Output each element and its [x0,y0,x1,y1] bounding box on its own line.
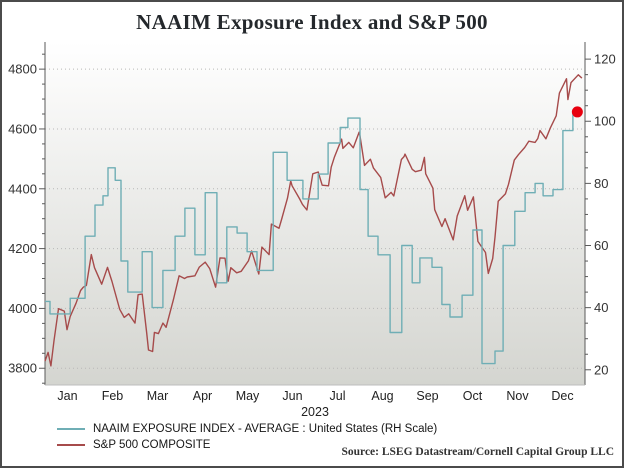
legend: NAAIM EXPOSURE INDEX - AVERAGE : United … [57,421,437,453]
right-axis-tick-label: 120 [594,52,616,67]
left-axis-tick-label: 3800 [8,361,37,376]
left-axis-tick-label: 4000 [8,301,37,316]
latest-naaim-dot [571,106,583,118]
naaim-line-swatch [57,428,85,430]
right-axis-tick-label: 60 [594,238,608,253]
source-note: Source: LSEG Datastream/Cornell Capital … [341,446,615,458]
right-axis-tick-label: 20 [594,362,608,377]
month-label: May [236,389,260,403]
month-label: Jan [57,389,77,403]
month-label: Dec [551,389,573,403]
left-axis-tick-label: 4200 [8,241,37,256]
left-axis-tick-label: 4400 [8,181,37,196]
right-axis-tick-label: 100 [594,114,616,129]
month-label: Apr [193,389,212,403]
legend-label-naaim: NAAIM EXPOSURE INDEX - AVERAGE : United … [93,423,438,435]
month-label: Nov [506,389,529,403]
plot-background [45,42,585,385]
month-label: Oct [463,389,483,403]
left-axis-tick-label: 4800 [8,62,37,77]
month-label: Sep [416,389,438,403]
month-label: Jun [282,389,302,403]
year-label: 2023 [301,405,329,419]
month-label: Jul [330,389,346,403]
legend-item-sp500: S&P 500 COMPOSITE [57,437,437,453]
naaim-step-line [45,111,582,365]
right-axis-tick-label: 40 [594,300,608,315]
chart-title: NAAIM Exposure Index and S&P 500 [136,10,488,34]
month-label: Mar [147,389,169,403]
month-label: Feb [102,389,124,403]
sp500-line [44,74,583,367]
legend-item-naaim: NAAIM EXPOSURE INDEX - AVERAGE : United … [57,421,437,437]
legend-label-sp500: S&P 500 COMPOSITE [93,439,211,451]
left-axis-tick-label: 4600 [8,121,37,136]
sp500-line-swatch [57,444,85,446]
right-axis-tick-label: 80 [594,176,608,191]
month-label: Aug [371,389,393,403]
